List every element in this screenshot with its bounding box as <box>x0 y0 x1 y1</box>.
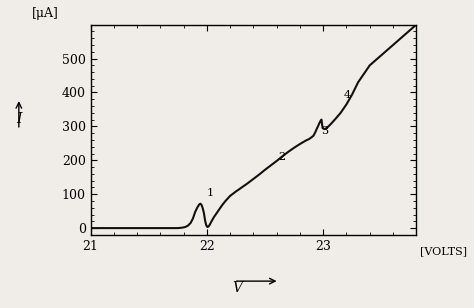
Text: [μA]: [μA] <box>32 7 59 21</box>
Text: 3: 3 <box>321 126 328 136</box>
Text: [VOLTS]: [VOLTS] <box>419 247 466 257</box>
Text: V: V <box>232 281 242 295</box>
Text: 1: 1 <box>207 188 214 198</box>
Text: 2: 2 <box>278 152 285 162</box>
Text: I: I <box>16 112 22 126</box>
Text: 4: 4 <box>344 90 351 100</box>
